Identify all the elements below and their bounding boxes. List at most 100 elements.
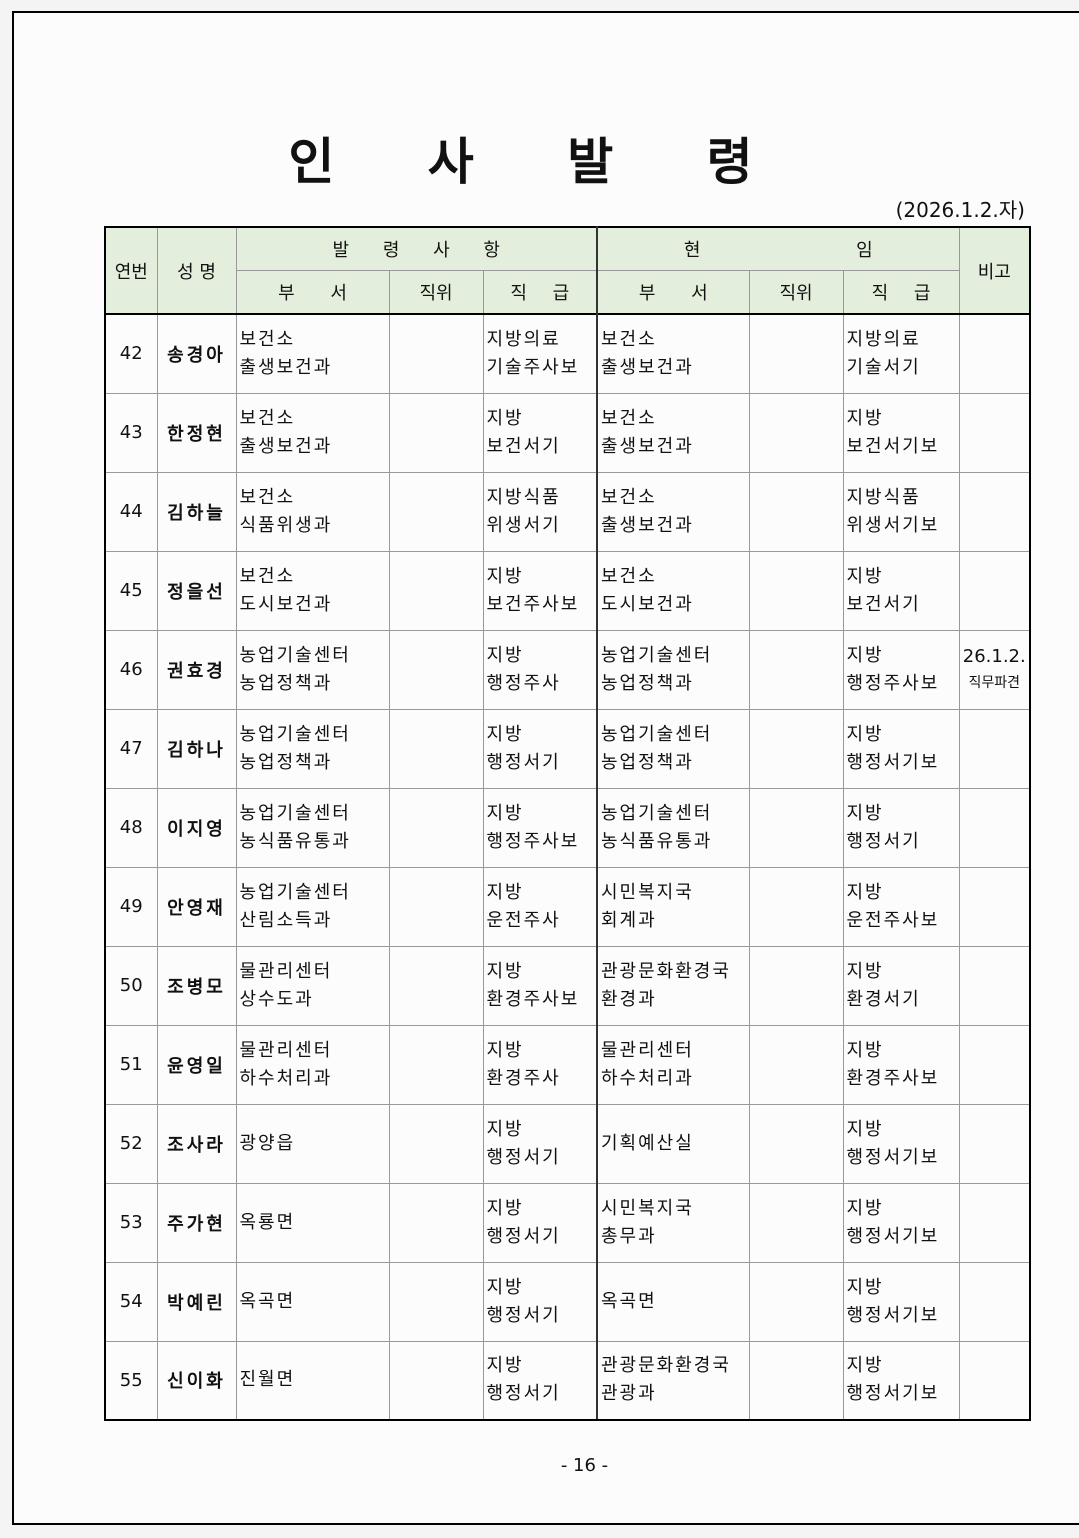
current-grade: 지방 행정서기보 (842, 1261, 960, 1342)
table-row: 54 박예린 옥곡면 지방 행정서기 옥곡면 지방 행정서기보 (104, 1261, 1031, 1342)
current-dept: 시민복지국 총무과 (596, 1182, 750, 1263)
table-row: 53 주가현 옥룡면 지방 행정서기 시민복지국 총무과 지방 행정서기보 (104, 1182, 1031, 1263)
cell-line: 지방 (846, 1118, 884, 1140)
table-row: 49 안영재 농업기술센터 산림소득과 지방 운전주사 시민복지국 회계과 지방 운전주… (104, 866, 1031, 947)
cell-line: 행정주사보 (846, 672, 940, 694)
current-dept: 보건소 출생보건과 (596, 313, 750, 394)
new-position (388, 629, 484, 710)
new-dept: 농업기술센터 산림소득과 (235, 866, 390, 947)
personnel-table: 연번 성 명 발 령 사 항 현 임 비고 부 서 직위 직 급 부 서 직위 … (104, 226, 1031, 1421)
cell-line: 농업기술센터 (239, 644, 351, 666)
new-grade: 지방식품 위생서기 (482, 471, 598, 552)
cell-line: 농업기술센터 (601, 802, 713, 824)
cell-line: 옥곡면 (601, 1290, 657, 1312)
cell-line: 보건서기 (486, 435, 561, 457)
cell-line: 지방 (486, 802, 524, 824)
table-row: 51 윤영일 물관리센터 하수처리과 지방 환경주사 물관리센터 하수처리과 지방 환경… (104, 1024, 1031, 1105)
cell-line: 운전주사 (486, 909, 561, 931)
current-position (748, 1182, 844, 1263)
cell-line: 지방 (846, 723, 884, 745)
cell-line: 도시보건과 (239, 593, 333, 615)
new-position (388, 1340, 484, 1421)
current-position (748, 708, 844, 789)
cell-line: 농업정책과 (601, 751, 694, 773)
cell-line: 시민복지국 (601, 881, 694, 903)
current-grade: 지방 행정서기 (842, 787, 960, 868)
cell-line: 행정서기보 (846, 751, 940, 773)
cell-line: 기술서기 (846, 356, 921, 378)
current-position (748, 550, 844, 631)
cell-line: 행정서기 (486, 1146, 561, 1168)
table-row: 44 김하늘 보건소 식품위생과 지방식품 위생서기 보건소 출생보건과 지방식품 위생… (104, 471, 1031, 552)
person-name: 주가현 (156, 1182, 237, 1263)
remark (958, 1182, 1031, 1263)
cell-line: 지방 (486, 565, 524, 587)
cell-line: 출생보건과 (601, 435, 694, 457)
cell-line: 보건소 (239, 407, 296, 429)
row-number: 46 (104, 629, 158, 710)
remark (958, 313, 1031, 394)
new-position (388, 1103, 484, 1184)
new-dept: 물관리센터 상수도과 (235, 945, 390, 1026)
current-grade: 지방 보건서기 (842, 550, 960, 631)
cell-line: 출생보건과 (239, 435, 333, 457)
row-number: 45 (104, 550, 158, 631)
person-name: 김하늘 (156, 471, 237, 552)
new-dept: 농업기술센터 농업정책과 (235, 708, 390, 789)
cell-line: 산림소득과 (239, 909, 333, 931)
current-grade: 지방 행정서기보 (842, 1340, 960, 1421)
cell-line: 옥룡면 (239, 1211, 296, 1233)
cell-line: 옥곡면 (239, 1290, 296, 1312)
header-current: 현 임 (596, 226, 960, 271)
person-name: 권효경 (156, 629, 237, 710)
header-cur-grade: 직 급 (842, 270, 960, 315)
cell-line: 보건서기 (846, 593, 921, 615)
cell-line: 지방 (486, 1355, 524, 1377)
cell-line: 환경주사보 (486, 988, 580, 1010)
cell-line: 지방 (846, 1197, 884, 1219)
current-position (748, 392, 844, 473)
cell-line: 농업기술센터 (239, 802, 351, 824)
header-name: 성 명 (156, 226, 237, 315)
new-dept: 진월면 (235, 1340, 390, 1421)
person-name: 조병모 (156, 945, 237, 1026)
cell-line: 보건서기보 (846, 435, 940, 457)
current-position (748, 1024, 844, 1105)
row-number: 43 (104, 392, 158, 473)
cell-line: 위생서기보 (846, 514, 940, 536)
page-title: 인 사 발 령 (288, 133, 791, 191)
table-row: 43 한정현 보건소 출생보건과 지방 보건서기 보건소 출생보건과 지방 보건서기보 (104, 392, 1031, 473)
cell-line: 하수처리과 (601, 1067, 694, 1089)
new-position (388, 1182, 484, 1263)
current-position (748, 1340, 844, 1421)
table-row: 42 송경아 보건소 출생보건과 지방의료 기술주사보 보건소 출생보건과 지방의료 기… (104, 313, 1031, 394)
cell-line: 농업정책과 (601, 672, 694, 694)
cell-line: 지방의료 (486, 328, 561, 350)
cell-line: 도시보건과 (601, 593, 694, 615)
current-dept: 보건소 출생보건과 (596, 392, 750, 473)
current-dept: 농업기술센터 농업정책과 (596, 708, 750, 789)
cell-line: 관광과 (601, 1383, 657, 1405)
cell-line: 농업정책과 (239, 751, 333, 773)
new-grade: 지방 환경주사 (482, 1024, 598, 1105)
current-grade: 지방식품 위생서기보 (842, 471, 960, 552)
header-cur-dept: 부 서 (596, 270, 750, 315)
remark (958, 1261, 1031, 1342)
cell-line: 행정서기보 (846, 1146, 940, 1168)
new-dept: 보건소 출생보건과 (235, 313, 390, 394)
new-position (388, 392, 484, 473)
header-order: 발 령 사 항 (235, 226, 598, 271)
cell-line: 지방 (486, 1276, 524, 1298)
cell-line: 출생보건과 (601, 514, 694, 536)
remark (958, 1340, 1031, 1421)
cell-line: 행정주사 (486, 672, 561, 694)
cell-line: 농업기술센터 (601, 644, 713, 666)
remark (958, 550, 1031, 631)
person-name: 박예린 (156, 1261, 237, 1342)
cell-line: 지방 (486, 881, 524, 903)
cell-line: 행정서기보 (846, 1225, 940, 1247)
current-position (748, 945, 844, 1026)
new-dept: 농업기술센터 농업정책과 (235, 629, 390, 710)
